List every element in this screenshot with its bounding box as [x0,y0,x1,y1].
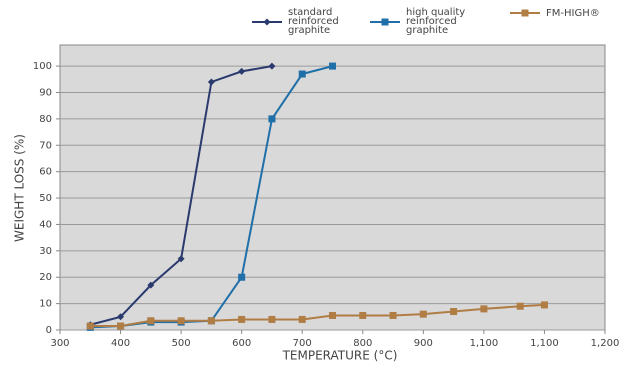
y-tick-label: 40 [39,219,52,230]
legend-swatch [252,18,282,25]
data-point [177,317,185,325]
data-point [389,311,397,319]
data-point [147,317,155,325]
legend-item: high quality reinforced graphite [370,7,486,36]
data-point [268,62,276,70]
y-tick-label: 0 [46,325,52,336]
x-tick-label: 700 [293,338,312,349]
data-point [268,115,276,123]
x-tick-label: 1,200 [591,338,620,349]
data-point [238,67,246,75]
x-tick-label: 1,100 [470,338,499,349]
y-tick-label: 50 [39,193,52,204]
data-point [450,308,458,316]
y-tick-label: 80 [39,114,52,125]
legend-marker [521,9,529,17]
data-point [516,302,524,310]
x-tick-label: 900 [414,338,433,349]
data-point [298,70,306,78]
y-tick-label: 100 [33,61,52,72]
y-tick-label: 30 [39,246,52,257]
data-point [238,315,246,323]
data-point [359,311,367,319]
data-point [268,315,276,323]
data-point [329,62,336,70]
x-tick-label: 300 [50,338,69,349]
x-tick-label: 500 [172,338,191,349]
legend-label: standard reinforced graphite [288,7,339,36]
data-point [207,317,215,325]
legend-swatch [370,18,400,25]
x-tick-label: 800 [353,338,372,349]
y-tick-label: 90 [39,88,52,99]
data-point [238,273,246,281]
legend-swatch [510,9,540,17]
plot-area [59,44,606,331]
data-point [419,310,427,318]
series-line [90,303,545,328]
x-tick-label: 1,100 [530,338,559,349]
legend-item: FM-HIGH® [510,8,636,18]
y-tick-label: 10 [39,299,52,310]
y-axis-label: WEIGHT LOSS (%) [13,134,27,242]
x-tick-label: 600 [232,338,251,349]
data-point [86,322,94,330]
y-tick-label: 70 [39,140,52,151]
legend-label: high quality reinforced graphite [406,7,466,36]
data-point [117,322,125,330]
data-point [480,305,488,313]
data-point [298,315,306,323]
y-tick-label: 20 [39,272,52,283]
data-point [207,78,215,86]
legend-item: standard reinforced graphite [252,7,358,36]
legend-marker [381,18,389,25]
y-tick-label: 60 [39,167,52,178]
data-point [147,281,155,289]
legend-marker [263,18,271,25]
data-point [329,311,336,319]
data-point [117,313,125,321]
data-point [177,255,185,263]
legend-label: FM-HIGH® [546,7,600,19]
data-point [540,301,548,309]
x-tick-label: 400 [111,338,130,349]
x-axis-label: TEMPERATURE (°C) [282,349,398,363]
